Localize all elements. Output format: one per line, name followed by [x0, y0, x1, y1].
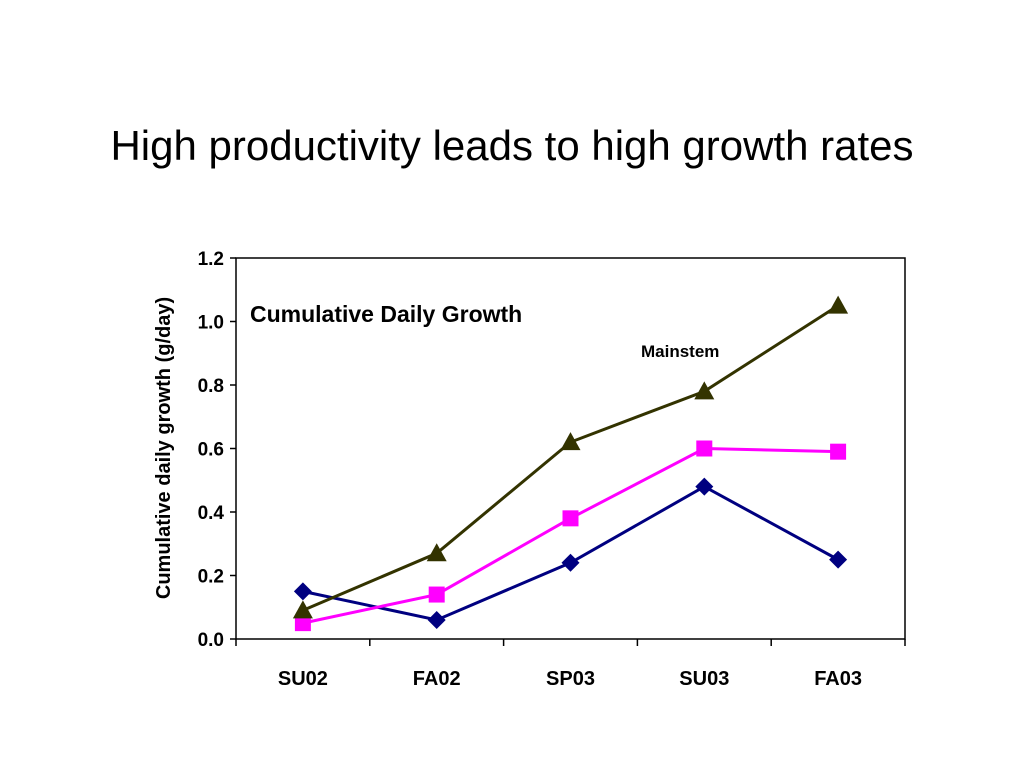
data-point-square [830, 443, 847, 460]
data-point-diamond [427, 610, 446, 629]
data-point-diamond [293, 582, 312, 601]
y-tick-label: 0.8 [198, 376, 224, 397]
y-tick-label: 1.2 [198, 249, 224, 270]
data-point-diamond [829, 550, 848, 569]
x-tick-label: SU02 [278, 668, 328, 690]
y-tick-label: 0.4 [198, 503, 225, 524]
data-point-diamond [561, 553, 580, 572]
data-point-diamond [695, 477, 714, 496]
data-point-square [562, 510, 579, 527]
data-point-triangle [292, 600, 313, 619]
data-point-triangle [560, 432, 581, 451]
slide-title: High productivity leads to high growth r… [110, 122, 914, 169]
chart-title: Cumulative Daily Growth [250, 301, 522, 327]
x-tick-label: FA03 [814, 668, 862, 690]
series-label-mainstem: Mainstem [641, 342, 719, 361]
data-point-square [696, 440, 713, 457]
data-point-square [294, 615, 311, 632]
y-tick-label: 1.0 [198, 313, 224, 334]
y-tick-label: 0.6 [198, 440, 224, 461]
x-tick-label: SU03 [679, 668, 729, 690]
y-axis-label: Cumulative daily growth (g/day) [153, 297, 175, 599]
y-tick-label: 0.0 [198, 630, 224, 651]
x-tick-label: FA02 [413, 668, 461, 690]
data-point-triangle [694, 381, 715, 400]
y-tick-label: 0.2 [198, 567, 224, 588]
data-point-triangle [426, 543, 447, 562]
data-point-square [428, 586, 445, 603]
x-tick-label: SP03 [546, 668, 595, 690]
series-line-1 [302, 484, 839, 622]
data-point-triangle [828, 295, 849, 314]
series-line-2 [302, 446, 839, 625]
